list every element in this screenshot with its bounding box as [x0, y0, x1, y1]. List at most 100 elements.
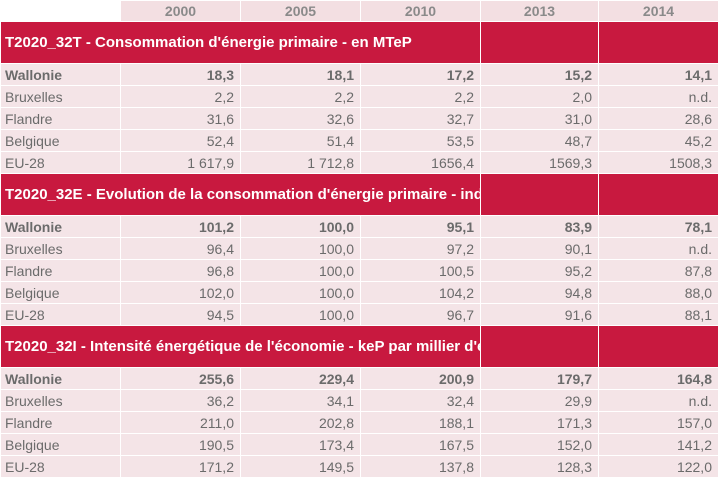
year-header: 2005 [240, 0, 361, 22]
cell-value: 94,8 [480, 281, 599, 304]
cell-value: 202,8 [240, 411, 361, 434]
cell-value: 100,0 [240, 215, 361, 238]
cell-value: 100,0 [240, 303, 361, 326]
data-row: EU-28 1 617,9 1 712,8 1656,4 1569,3 1508,3 [0, 151, 718, 174]
section-title: T2020_32E - Evolution de la consommation… [0, 173, 481, 216]
cell-value: 88,1 [598, 303, 718, 326]
row-label: Belgique [0, 433, 121, 456]
cell-value: 128,3 [480, 455, 599, 478]
cell-value: 34,1 [240, 389, 361, 412]
cell-value: 100,5 [360, 259, 481, 282]
cell-value: 102,0 [120, 281, 241, 304]
section-cell [598, 21, 718, 64]
section-header: T2020_32I - Intensité énergétique de l'é… [0, 325, 718, 368]
cell-value: 137,8 [360, 455, 481, 478]
cell-value: 1569,3 [480, 151, 599, 174]
cell-value: 90,1 [480, 237, 599, 260]
cell-value: 164,8 [598, 367, 718, 390]
row-label: Wallonie [0, 63, 121, 86]
data-row: Flandre 211,0 202,8 188,1 171,3 157,0 [0, 411, 718, 434]
cell-value: 95,1 [360, 215, 481, 238]
energy-table: 2000 2005 2010 2013 2014 T2020_32T - Consomma… [0, 0, 718, 478]
cell-value: 96,7 [360, 303, 481, 326]
cell-value: 200,9 [360, 367, 481, 390]
cell-value: 255,6 [120, 367, 241, 390]
cell-value: 36,2 [120, 389, 241, 412]
cell-value: 28,6 [598, 107, 718, 130]
year-header: 2014 [598, 0, 718, 22]
cell-value: 32,6 [240, 107, 361, 130]
cell-value: 1 617,9 [120, 151, 241, 174]
cell-value: n.d. [598, 237, 718, 260]
cell-value: 2,0 [480, 85, 599, 108]
data-row: Flandre 96,8 100,0 100,5 95,2 87,8 [0, 259, 718, 282]
row-label: EU-28 [0, 303, 121, 326]
cell-value: 1508,3 [598, 151, 718, 174]
cell-value: 211,0 [120, 411, 241, 434]
cell-value: 97,2 [360, 237, 481, 260]
cell-value: 53,5 [360, 129, 481, 152]
data-row: Wallonie 18,3 18,1 17,2 15,2 14,1 [0, 63, 718, 86]
cell-value: 100,0 [240, 281, 361, 304]
cell-value: 100,0 [240, 237, 361, 260]
cell-value: 87,8 [598, 259, 718, 282]
cell-value: 104,2 [360, 281, 481, 304]
cell-value: 190,5 [120, 433, 241, 456]
row-label: Wallonie [0, 215, 121, 238]
cell-value: 51,4 [240, 129, 361, 152]
cell-value: 101,2 [120, 215, 241, 238]
section-cell [598, 173, 718, 216]
data-row: Belgique 52,4 51,4 53,5 48,7 45,2 [0, 129, 718, 152]
row-label: Flandre [0, 411, 121, 434]
cell-value: n.d. [598, 389, 718, 412]
cell-value: 229,4 [240, 367, 361, 390]
cell-value: 188,1 [360, 411, 481, 434]
cell-value: 88,0 [598, 281, 718, 304]
cell-value: 1 712,8 [240, 151, 361, 174]
cell-value: 95,2 [480, 259, 599, 282]
cell-value: 157,0 [598, 411, 718, 434]
section-header: T2020_32T - Consommation d'énergie prima… [0, 21, 718, 64]
cell-value: 2,2 [360, 85, 481, 108]
header-row: 2000 2005 2010 2013 2014 [0, 0, 718, 22]
cell-value: 91,6 [480, 303, 599, 326]
row-label: Flandre [0, 107, 121, 130]
cell-value: 52,4 [120, 129, 241, 152]
data-row: Bruxelles 96,4 100,0 97,2 90,1 n.d. [0, 237, 718, 260]
data-row: Belgique 102,0 100,0 104,2 94,8 88,0 [0, 281, 718, 304]
cell-value: 141,2 [598, 433, 718, 456]
section-header: T2020_32E - Evolution de la consommation… [0, 173, 718, 216]
data-row: EU-28 171,2 149,5 137,8 128,3 122,0 [0, 455, 718, 478]
row-label: Flandre [0, 259, 121, 282]
table-body: 2000 2005 2010 2013 2014 T2020_32T - Consomma… [0, 0, 718, 478]
row-label: Wallonie [0, 367, 121, 390]
cell-value: 171,3 [480, 411, 599, 434]
data-row: Wallonie 255,6 229,4 200,9 179,7 164,8 [0, 367, 718, 390]
section-title: T2020_32T - Consommation d'énergie prima… [0, 21, 481, 64]
data-row: EU-28 94,5 100,0 96,7 91,6 88,1 [0, 303, 718, 326]
cell-value: 29,9 [480, 389, 599, 412]
cell-value: 1656,4 [360, 151, 481, 174]
cell-value: 152,0 [480, 433, 599, 456]
cell-value: 32,7 [360, 107, 481, 130]
data-row: Bruxelles 2,2 2,2 2,2 2,0 n.d. [0, 85, 718, 108]
cell-value: 96,4 [120, 237, 241, 260]
cell-value: 48,7 [480, 129, 599, 152]
corner-cell [0, 0, 121, 22]
data-row: Belgique 190,5 173,4 167,5 152,0 141,2 [0, 433, 718, 456]
cell-value: 31,6 [120, 107, 241, 130]
cell-value: 171,2 [120, 455, 241, 478]
cell-value: n.d. [598, 85, 718, 108]
year-header: 2010 [360, 0, 481, 22]
cell-value: 14,1 [598, 63, 718, 86]
section-title: T2020_32I - Intensité énergétique de l'é… [0, 325, 481, 368]
row-label: Bruxelles [0, 237, 121, 260]
cell-value: 83,9 [480, 215, 599, 238]
row-label: Belgique [0, 281, 121, 304]
row-label: Bruxelles [0, 85, 121, 108]
cell-value: 100,0 [240, 259, 361, 282]
cell-value: 32,4 [360, 389, 481, 412]
section-cell [480, 173, 599, 216]
cell-value: 17,2 [360, 63, 481, 86]
